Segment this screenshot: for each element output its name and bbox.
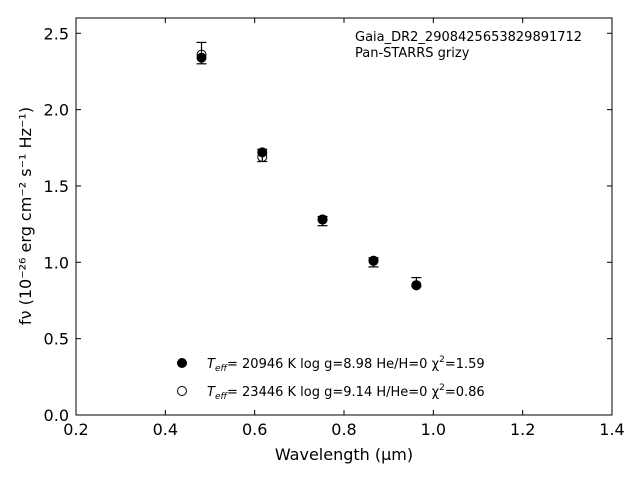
plot-frame [75, 17, 613, 416]
y-axis-ticks: 0.0 0.5 1.0 1.5 2.0 2.5 [44, 24, 612, 425]
filled-circle-point [196, 52, 207, 63]
legend: Teff= 20946 K log g=8.98 He/H=0 χ2=1.59 … [177, 355, 485, 402]
legend-entry-1: Teff= 20946 K log g=8.98 He/H=0 χ2=1.59 [207, 355, 485, 374]
legend-1-teff-sub: eff [215, 364, 229, 374]
y-tick-label: 0.0 [44, 406, 69, 425]
x-tick-label: 0.6 [242, 420, 267, 439]
annotation-object-id: Gaia_DR2_2908425653829891712 [355, 30, 582, 45]
legend-2-teff-label: T [207, 385, 216, 400]
legend-marker-filled [177, 358, 187, 368]
legend-1-chi-sup: 2 [439, 355, 445, 365]
open-circle-point [368, 255, 379, 266]
annotation-survey: Pan-STARRS grizy [355, 46, 470, 61]
legend-1-value: = 20946 K log g=8.98 He/H=0 χ [227, 357, 440, 372]
legend-1-chi-value: =1.59 [445, 357, 485, 372]
x-tick-label: 0.8 [331, 420, 356, 439]
x-axis-ticks: 0.2 0.4 0.6 0.8 1.0 1.2 1.4 [63, 18, 625, 439]
open-circle-point [257, 151, 268, 162]
legend-2-chi-value: =0.86 [445, 385, 485, 400]
open-circle-point [317, 214, 328, 225]
x-tick-label: 1.0 [421, 420, 446, 439]
legend-entry-2: Teff= 23446 K log g=9.14 H/He=0 χ2=0.86 [207, 383, 485, 402]
x-tick-label: 1.2 [510, 420, 535, 439]
x-axis-label: Wavelength (μm) [275, 445, 413, 464]
open-circle-point [196, 49, 207, 60]
x-tick-label: 0.2 [63, 420, 88, 439]
legend-2-teff-sub: eff [215, 392, 229, 402]
legend-marker-open [177, 386, 187, 396]
y-tick-label: 0.5 [44, 330, 69, 349]
series-filled-circles [196, 52, 422, 291]
y-tick-label: 2.0 [44, 101, 69, 120]
legend-2-chi-sup: 2 [439, 383, 445, 393]
legend-2-value: = 23446 K log g=9.14 H/He=0 χ [227, 385, 440, 400]
y-tick-label: 1.0 [44, 253, 69, 272]
series-open-circles [196, 49, 422, 291]
y-tick-label: 1.5 [44, 177, 69, 196]
x-tick-label: 0.4 [153, 420, 178, 439]
x-tick-label: 1.4 [599, 420, 624, 439]
y-tick-label: 2.5 [44, 24, 69, 43]
open-circle-point [411, 280, 422, 291]
error-bars [196, 41, 422, 288]
legend-1-teff-label: T [207, 357, 216, 372]
y-axis-label: fν (10⁻²⁶ erg cm⁻² s⁻¹ Hz⁻¹) [16, 107, 35, 325]
